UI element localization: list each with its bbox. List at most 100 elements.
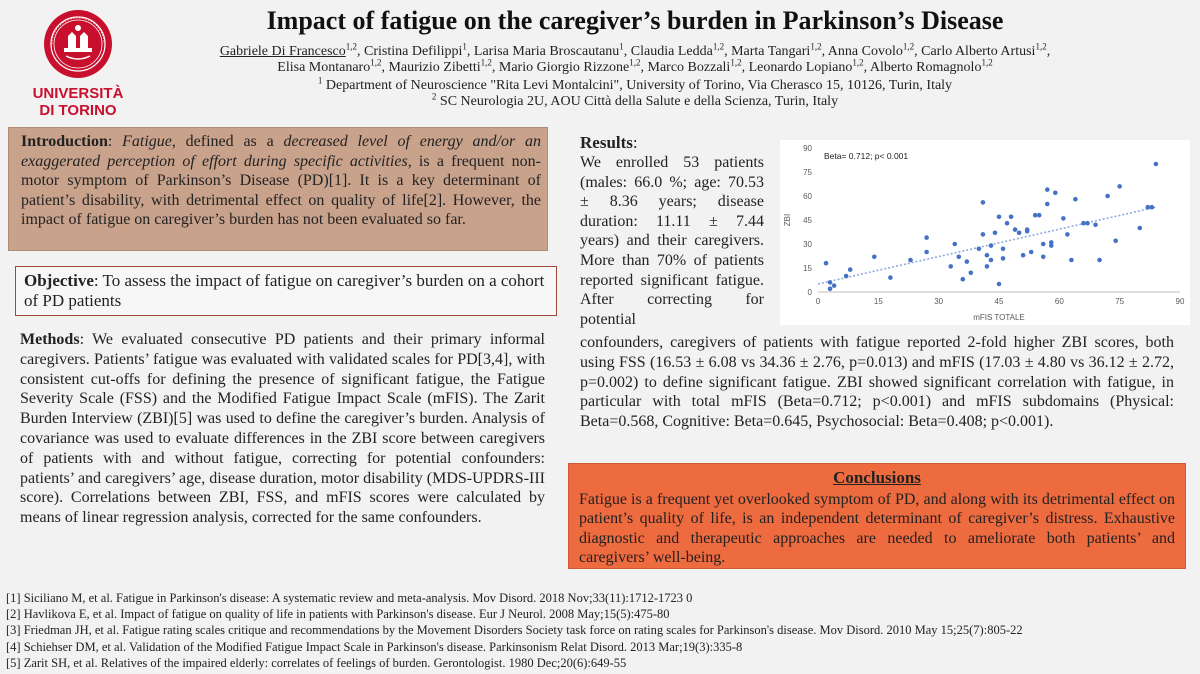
author-affiliation-sup: 1,2 — [852, 57, 864, 68]
reference-item: [2] Havlikova E, et al. Impact of fatigu… — [6, 607, 670, 622]
data-point — [1153, 161, 1159, 167]
x-axis-label: mFIS TOTALE — [973, 313, 1025, 322]
data-point — [1008, 214, 1014, 220]
data-point — [988, 243, 994, 248]
data-point — [1040, 254, 1046, 260]
data-point — [843, 273, 849, 279]
data-point — [1012, 227, 1018, 232]
x-tick-label: 45 — [995, 297, 1004, 306]
reference-item: [3] Friedman JH, et al. Fatigue rating s… — [6, 623, 1023, 638]
data-point — [996, 214, 1002, 220]
data-point — [984, 264, 990, 269]
references-list: [1] Siciliano M, et al. Fatigue in Parki… — [6, 590, 1196, 671]
data-point — [1105, 193, 1110, 199]
author-list: Gabriele Di Francesco1,2, Cristina Defil… — [219, 41, 1051, 75]
introduction-label: Introduction — [21, 133, 108, 150]
affiliation-1: 1 Department of Neuroscience "Rita Levi … — [150, 76, 1120, 94]
author-affiliation-sup: 1,2 — [1035, 41, 1047, 52]
data-point — [872, 254, 877, 260]
results-text-side: We enrolled 53 patients (males: 66.0 %; … — [580, 154, 764, 328]
x-tick-label: 15 — [874, 297, 883, 306]
objective-label: Objective — [24, 271, 94, 290]
data-point — [1044, 187, 1050, 192]
data-point — [980, 200, 986, 205]
y-tick-label: 60 — [803, 192, 812, 201]
intro-fatigue-term: Fatigue — [122, 133, 172, 150]
y-tick-label: 0 — [808, 288, 813, 297]
author-name: Anna Covolo — [827, 44, 903, 59]
introduction-box: Introduction: Fatigue, defined as a decr… — [8, 127, 548, 251]
x-tick-label: 60 — [1055, 297, 1064, 306]
data-point — [1032, 212, 1038, 218]
author-affiliation-sup: 1,2 — [480, 57, 492, 68]
poster-title: Impact of fatigue on the caregiver’s bur… — [266, 6, 1004, 35]
author-affiliation-sup: 1,2 — [370, 57, 382, 68]
affiliation-2: 2 SC Neurologia 2U, AOU Città della Salu… — [150, 92, 1120, 110]
conclusions-label: Conclusions — [833, 468, 921, 487]
reference-item: [5] Zarit SH, et al. Relatives of the im… — [6, 655, 627, 670]
data-point — [1081, 220, 1086, 226]
y-tick-label: 90 — [803, 144, 812, 153]
data-point — [988, 257, 994, 263]
data-point — [1093, 222, 1098, 228]
data-point — [956, 254, 962, 260]
data-point — [1028, 249, 1034, 255]
author-name: Alberto Romagnolo — [869, 60, 982, 75]
data-point — [1145, 204, 1151, 210]
y-axis-label: ZBI — [783, 214, 792, 226]
results-text-full: confounders, caregivers of patients with… — [580, 334, 1174, 431]
trendline — [817, 206, 1157, 285]
author-name: Claudia Ledda — [630, 44, 713, 59]
x-tick-label: 90 — [1176, 297, 1185, 306]
chart-annotation: Beta= 0.712; p< 0.001 — [824, 151, 908, 161]
results-colon: : — [632, 133, 638, 152]
intro-text-part: , defined as a — [171, 133, 284, 150]
x-tick-label: 30 — [934, 297, 943, 306]
data-point — [924, 235, 929, 240]
results-heading: Results: — [580, 133, 638, 153]
author-affiliation-sup: 1,2 — [810, 41, 822, 52]
intro-text-part: , is a frequent non-motor symptom of Par… — [21, 152, 542, 229]
author-affiliation-sup: 1,2 — [712, 41, 725, 52]
author-affiliation-sup: 1 — [619, 41, 624, 52]
author-name: Leonardo Lopiano — [748, 60, 853, 75]
data-point — [1036, 212, 1042, 218]
data-point — [1000, 246, 1006, 252]
affiliation-text: Department of Neuroscience "Rita Levi Mo… — [325, 78, 953, 93]
intro-text-part: : — [107, 133, 123, 150]
data-point — [1048, 243, 1054, 248]
author-affiliation-sup: 1 — [462, 41, 467, 52]
data-point — [831, 283, 837, 288]
data-point — [948, 264, 954, 269]
data-point — [1004, 220, 1010, 226]
author-affiliation-sup: 1,2 — [902, 41, 915, 52]
y-tick-label: 15 — [803, 264, 812, 273]
data-point — [992, 230, 998, 236]
logo-text-line2: DI TORINO — [39, 102, 117, 119]
y-tick-label: 75 — [803, 168, 812, 177]
author-name: Mario Giorgio Rizzone — [498, 60, 630, 75]
data-point — [847, 267, 853, 272]
intro-definition: decreased level of energy and/or an exag… — [21, 133, 542, 170]
data-point — [964, 259, 970, 264]
author-name: Maurizio Zibetti — [388, 60, 481, 75]
reference-item: [1] Siciliano M, et al. Fatigue in Parki… — [6, 591, 693, 605]
chart-background — [780, 140, 1190, 325]
author-name: Marco Bozzali — [647, 60, 731, 75]
author-name: Carlo Alberto Artusi — [921, 44, 1036, 59]
author-name: Gabriele Di Francesco — [219, 44, 346, 59]
data-point — [1073, 196, 1078, 202]
data-point — [1053, 190, 1058, 196]
data-point — [1113, 238, 1118, 244]
author-name: Elisa Montanaro — [277, 60, 371, 75]
data-point — [976, 246, 982, 252]
data-point — [984, 252, 990, 258]
data-point — [1117, 184, 1122, 189]
author-affiliation-sup: 1,2 — [730, 57, 742, 68]
objective-text: : To assess the impact of fatigue on car… — [24, 271, 545, 310]
data-point — [1069, 257, 1074, 263]
data-point — [1024, 228, 1030, 234]
data-point — [888, 275, 893, 280]
objective-box: Objective: To assess the impact of fatig… — [15, 266, 557, 316]
data-point — [908, 257, 913, 263]
